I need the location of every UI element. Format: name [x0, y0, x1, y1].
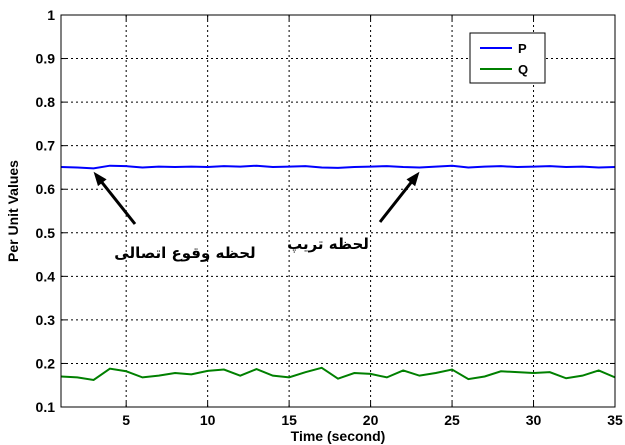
x-axis-label: Time (second): [291, 428, 386, 444]
x-tick-label: 5: [122, 412, 130, 428]
arrowhead-icon: [406, 171, 420, 187]
legend: P Q: [469, 32, 546, 84]
y-tick-label: 0.3: [36, 312, 56, 328]
y-tick-label: 0.7: [36, 138, 56, 154]
y-tick-label: 0.6: [36, 181, 56, 197]
x-tick-label: 10: [200, 412, 216, 428]
y-tick-label: 1: [47, 7, 55, 23]
series-line-q: [60, 366, 616, 382]
plot-frame: [60, 14, 616, 408]
y-tick-label: 0.2: [36, 355, 56, 371]
annotation-arrow-fault: [98, 178, 137, 225]
y-tick-label: 0.4: [36, 268, 56, 284]
legend-label-p: P: [518, 41, 527, 56]
x-tick-label: 35: [607, 412, 623, 428]
y-tick-label: 0.5: [36, 225, 56, 241]
y-tick-label: 0.1: [36, 399, 56, 415]
legend-box: [469, 32, 546, 84]
legend-label-q: Q: [518, 62, 528, 77]
x-tick-label: 20: [363, 412, 379, 428]
y-tick-label: 0.9: [36, 51, 56, 67]
axis-ticks: 5 10 15 20 25 30 35 0.1 0.2 0.3 0.4 0.5 0.6 0.7 0.8 0.9…: [36, 7, 623, 428]
x-tick-label: 25: [444, 412, 460, 428]
y-axis-label: Per Unit Values: [5, 160, 21, 262]
series-layer: [60, 164, 616, 382]
annotation-arrow-trip: [378, 178, 415, 223]
x-tick-label: 30: [526, 412, 542, 428]
annotation-fault-moment: لحظه وقوع اتصالی: [114, 244, 255, 262]
arrowhead-icon: [93, 171, 107, 187]
annotation-trip-moment: لحظه تریپ: [287, 235, 369, 253]
grid-lines: [61, 15, 615, 407]
x-tick-label: 15: [281, 412, 297, 428]
y-tick-label: 0.8: [36, 94, 56, 110]
annotations: لحظه وقوع اتصالی لحظه تریپ: [93, 171, 420, 262]
series-line-p: [60, 164, 616, 170]
